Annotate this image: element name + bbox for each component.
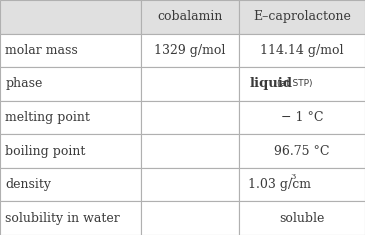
Bar <box>0 67 141 101</box>
Text: boiling point: boiling point <box>5 145 86 158</box>
Text: density: density <box>5 178 51 191</box>
Bar <box>141 34 239 67</box>
Bar <box>0 0 141 34</box>
Text: 1.03 g/cm: 1.03 g/cm <box>248 178 311 191</box>
Bar <box>239 67 365 101</box>
Bar <box>239 168 365 201</box>
Text: 114.14 g/mol: 114.14 g/mol <box>260 44 344 57</box>
Text: 1329 g/mol: 1329 g/mol <box>154 44 226 57</box>
Bar <box>239 134 365 168</box>
Text: 3: 3 <box>290 173 296 181</box>
Text: cobalamin: cobalamin <box>157 10 223 23</box>
Text: 96.75 °C: 96.75 °C <box>274 145 330 158</box>
Bar <box>141 134 239 168</box>
Bar <box>0 34 141 67</box>
Bar <box>239 0 365 34</box>
Text: soluble: soluble <box>279 212 325 225</box>
Text: (at STP): (at STP) <box>277 79 313 88</box>
Bar <box>0 134 141 168</box>
Bar <box>141 0 239 34</box>
Bar <box>141 201 239 235</box>
Bar <box>141 101 239 134</box>
Text: − 1 °C: − 1 °C <box>281 111 323 124</box>
Text: phase: phase <box>5 77 43 90</box>
Bar <box>239 201 365 235</box>
Bar <box>0 101 141 134</box>
Bar <box>0 201 141 235</box>
Bar <box>239 101 365 134</box>
Text: molar mass: molar mass <box>5 44 78 57</box>
Text: melting point: melting point <box>5 111 91 124</box>
Bar <box>141 168 239 201</box>
Bar <box>0 168 141 201</box>
Text: E–caprolactone: E–caprolactone <box>253 10 351 23</box>
Text: solubility in water: solubility in water <box>5 212 120 225</box>
Text: liquid: liquid <box>250 77 293 90</box>
Bar <box>239 34 365 67</box>
Bar <box>141 67 239 101</box>
